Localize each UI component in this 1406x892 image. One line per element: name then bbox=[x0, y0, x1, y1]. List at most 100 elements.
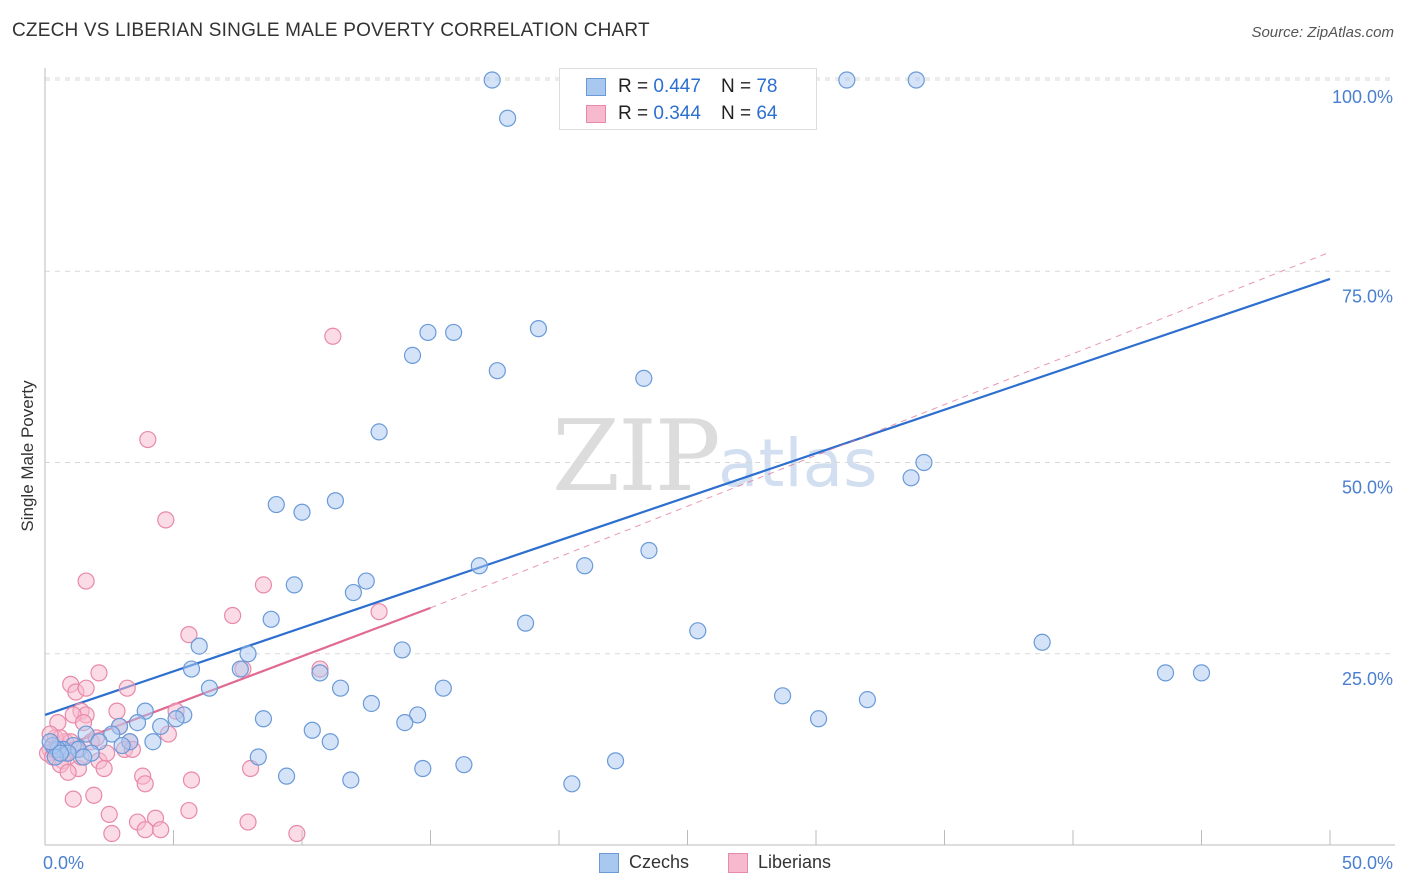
data-point-czechs bbox=[576, 557, 594, 575]
data-point-liberians bbox=[95, 759, 113, 778]
data-point-liberians bbox=[182, 771, 201, 789]
data-point-liberians bbox=[157, 511, 175, 529]
x-ticks bbox=[44, 830, 1331, 845]
data-point-liberians bbox=[64, 790, 82, 808]
data-point-czechs bbox=[1156, 664, 1175, 682]
data-point-czechs bbox=[326, 492, 345, 510]
czechs-swatch bbox=[586, 78, 606, 96]
data-point-liberians bbox=[118, 679, 136, 697]
r-label: R = bbox=[618, 76, 649, 97]
data-point-czechs bbox=[434, 679, 452, 697]
r-value: 0.344 bbox=[653, 103, 701, 124]
y-tick-label: 50.0% bbox=[1342, 478, 1393, 498]
gridlines bbox=[45, 77, 1395, 655]
n-label: N = bbox=[720, 103, 752, 124]
data-point-czechs bbox=[152, 717, 170, 736]
correlation-legend: R = 0.447 N = 78 R = 0.344 N = 64 bbox=[559, 68, 817, 130]
data-point-liberians bbox=[136, 821, 154, 839]
data-point-czechs bbox=[113, 736, 131, 755]
data-point-czechs bbox=[773, 687, 792, 705]
data-point-liberians bbox=[254, 576, 273, 594]
data-point-czechs bbox=[51, 744, 70, 762]
trend-lines bbox=[44, 251, 1331, 755]
data-point-czechs bbox=[262, 610, 280, 628]
data-point-czechs bbox=[190, 637, 208, 655]
data-point-czechs bbox=[267, 495, 285, 514]
data-point-czechs bbox=[499, 109, 517, 127]
data-point-czechs bbox=[529, 320, 548, 338]
watermark-atlas: atlas bbox=[718, 425, 878, 502]
data-point-czechs bbox=[239, 645, 257, 663]
x-tick-label: 0.0% bbox=[43, 853, 84, 873]
data-point-czechs bbox=[103, 725, 121, 743]
data-point-liberians bbox=[103, 824, 121, 843]
data-point-czechs bbox=[455, 756, 473, 774]
data-point-czechs bbox=[77, 725, 95, 743]
data-point-czechs bbox=[483, 71, 501, 89]
data-point-czechs bbox=[321, 733, 339, 751]
data-point-czechs bbox=[445, 323, 463, 342]
data-point-czechs bbox=[357, 572, 375, 590]
data-point-czechs bbox=[182, 660, 201, 678]
data-point-czechs bbox=[640, 541, 658, 560]
axes bbox=[44, 68, 1395, 846]
data-point-czechs bbox=[902, 469, 920, 487]
source-label: Source: ZipAtlas.com bbox=[1251, 24, 1394, 41]
data-point-czechs bbox=[689, 622, 707, 640]
data-point-czechs bbox=[809, 710, 828, 728]
data-point-czechs bbox=[200, 679, 219, 697]
series-legend: Czechs Liberians bbox=[0, 852, 1406, 878]
data-point-czechs bbox=[907, 71, 925, 89]
n-value: 78 bbox=[756, 76, 778, 97]
data-point-liberians bbox=[324, 327, 342, 345]
legend-label: Liberians bbox=[758, 852, 832, 872]
data-point-czechs bbox=[393, 641, 411, 659]
data-point-czechs bbox=[362, 694, 380, 713]
y-tick-label: 75.0% bbox=[1342, 286, 1393, 306]
r-label: R = bbox=[618, 103, 649, 124]
data-point-czechs bbox=[635, 369, 653, 387]
n-value: 64 bbox=[756, 103, 778, 124]
x-tick-label: 50.0% bbox=[1342, 853, 1393, 873]
chart-title: CZECH VS LIBERIAN SINGLE MALE POVERTY CO… bbox=[12, 20, 650, 41]
data-point-czechs bbox=[409, 706, 427, 724]
data-point-liberians bbox=[77, 679, 95, 697]
data-point-czechs bbox=[915, 453, 933, 472]
legend-item-liberians[interactable]: Liberians bbox=[728, 852, 831, 873]
data-point-czechs bbox=[74, 748, 93, 766]
data-point-czechs bbox=[838, 71, 856, 89]
liberians-swatch bbox=[728, 852, 748, 873]
data-point-liberians bbox=[85, 786, 103, 804]
liberian-points bbox=[38, 327, 388, 843]
czechs-swatch bbox=[599, 852, 619, 873]
data-point-liberians bbox=[152, 821, 170, 839]
y-tick-label: 25.0% bbox=[1342, 669, 1393, 689]
data-point-liberians bbox=[77, 572, 95, 590]
data-point-czechs bbox=[285, 576, 303, 594]
czech-points bbox=[41, 71, 1211, 793]
x-tick-labels: 0.0% 50.0% bbox=[43, 853, 1393, 873]
data-point-czechs bbox=[144, 733, 162, 751]
data-point-liberians bbox=[288, 824, 306, 843]
data-point-czechs bbox=[167, 710, 185, 728]
data-point-liberians bbox=[139, 430, 157, 449]
data-point-czechs bbox=[254, 710, 273, 728]
data-point-czechs bbox=[128, 713, 147, 732]
data-point-czechs bbox=[470, 557, 488, 575]
data-point-czechs bbox=[344, 583, 362, 602]
data-point-czechs bbox=[303, 721, 321, 739]
data-point-czechs bbox=[488, 362, 506, 380]
y-tick-label: 100.0% bbox=[1332, 87, 1393, 107]
data-point-liberians bbox=[180, 801, 198, 820]
liberians-swatch bbox=[586, 105, 606, 123]
data-point-czechs bbox=[331, 679, 350, 697]
y-tick-labels: 25.0% 50.0% 75.0% 100.0% bbox=[1332, 87, 1393, 689]
data-point-czechs bbox=[414, 759, 432, 778]
data-point-czechs bbox=[1033, 633, 1051, 651]
data-point-czechs bbox=[311, 664, 329, 682]
data-point-liberians bbox=[370, 603, 388, 621]
data-point-liberians bbox=[239, 813, 257, 831]
data-point-czechs bbox=[370, 423, 388, 441]
legend-item-czechs[interactable]: Czechs bbox=[599, 852, 689, 873]
data-point-liberians bbox=[136, 775, 154, 793]
